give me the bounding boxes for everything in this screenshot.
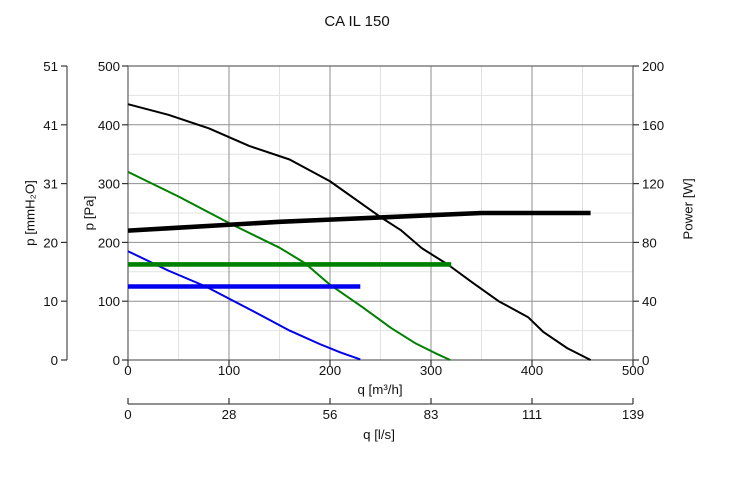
mmh2o-tick-label: 41 xyxy=(43,118,58,133)
y-axis-pa: 0 100 200 300 400 500 xyxy=(98,59,128,368)
plot-border xyxy=(127,65,634,361)
x-axis-ls: 0 28 56 83 111 139 xyxy=(124,398,644,422)
y-axis-power: 0 40 80 120 160 200 xyxy=(633,59,664,368)
m3h-tick-label: 0 xyxy=(124,363,131,378)
mmh2o-tick-label: 51 xyxy=(43,59,58,74)
power-tick-label: 0 xyxy=(642,353,649,368)
ls-tick-label: 111 xyxy=(522,407,542,422)
power-tick-label: 120 xyxy=(642,177,664,192)
m3h-tick-label: 300 xyxy=(420,363,442,378)
ls-tick-label: 28 xyxy=(222,407,237,422)
pressure-curve-speed-low xyxy=(127,250,361,361)
power-tick-label: 40 xyxy=(642,294,657,309)
ls-tick-label: 0 xyxy=(124,407,131,422)
pa-tick-label: 400 xyxy=(98,118,120,133)
pa-tick-label: 200 xyxy=(98,235,120,250)
y-axis-mmh2o: 0 10 20 31 41 51 xyxy=(43,59,68,368)
ls-tick-label: 139 xyxy=(622,407,644,422)
m3h-tick-label: 500 xyxy=(622,363,644,378)
power-curve-speed-high xyxy=(127,210,591,233)
power-tick-label: 80 xyxy=(642,235,657,250)
ls-tick-label: 83 xyxy=(424,407,439,422)
x-axis-label-m3h: q [m³/h] xyxy=(357,382,403,397)
chart-title: CA IL 150 xyxy=(324,13,390,30)
x-axis-label-ls: q [l/s] xyxy=(363,427,395,442)
m3h-tick-label: 100 xyxy=(218,363,240,378)
mmh2o-tick-label: 20 xyxy=(43,235,58,250)
pa-tick-label: 0 xyxy=(113,353,120,368)
m3h-tick-label: 400 xyxy=(521,363,543,378)
pa-tick-label: 500 xyxy=(98,59,120,74)
pa-tick-label: 300 xyxy=(98,177,120,192)
ls-tick-label: 56 xyxy=(323,407,338,422)
mmh2o-tick-label: 10 xyxy=(43,294,58,309)
power-tick-label: 200 xyxy=(642,59,664,74)
mmh2o-tick-label: 31 xyxy=(43,177,58,192)
power-tick-label: 160 xyxy=(642,118,664,133)
pressure-curve-speed-high xyxy=(127,103,592,361)
mmh2o-tick-label: 0 xyxy=(51,353,58,368)
series-curves xyxy=(127,103,592,361)
pa-tick-label: 100 xyxy=(98,294,120,309)
m3h-tick-label: 200 xyxy=(319,363,341,378)
x-axis-m3h: 0 100 200 300 400 500 xyxy=(124,360,644,378)
